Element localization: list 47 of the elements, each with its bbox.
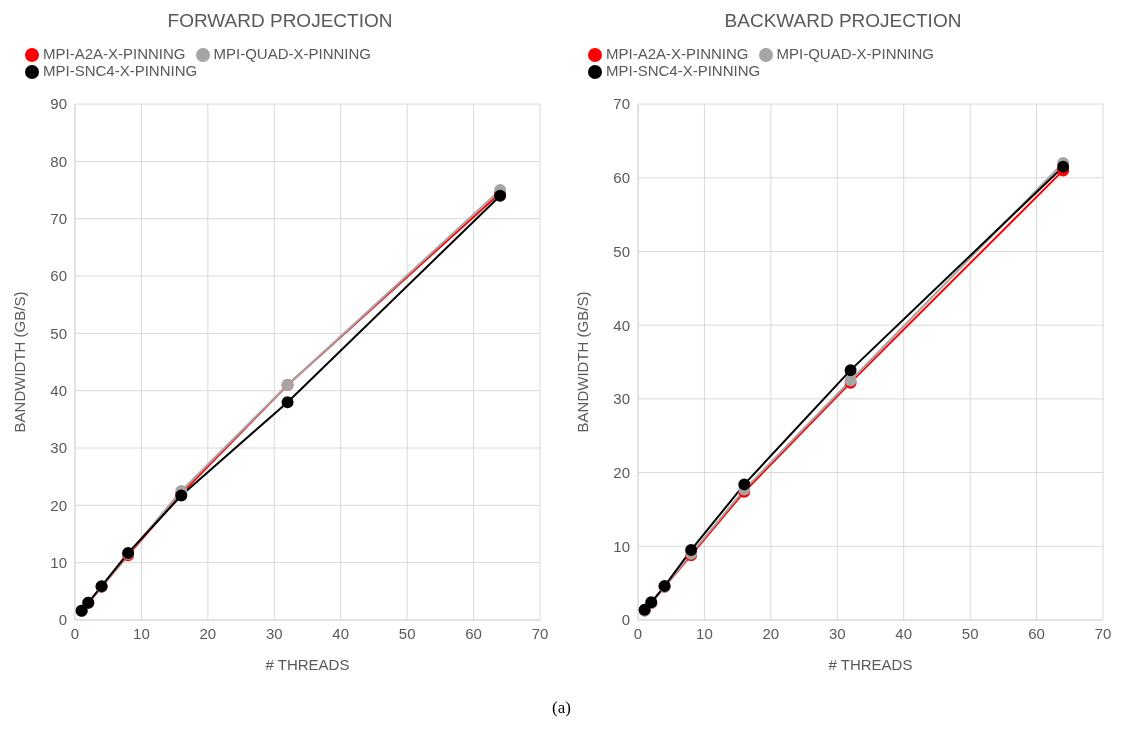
y-tick-label: 50	[50, 324, 67, 342]
y-tick-label: 30	[50, 439, 67, 457]
x-tick-label: 0	[70, 624, 80, 642]
y-tick-label: 20	[50, 496, 67, 514]
y-tick-label: 70	[50, 210, 67, 228]
x-tick-label: 60	[465, 624, 482, 642]
y-tick-label: 10	[50, 554, 67, 571]
y-axis-title: BANDWIDTH (GB/S)	[574, 291, 592, 433]
x-tick-label: 70	[531, 624, 549, 642]
x-tick-label: 50	[961, 624, 979, 642]
y-tick-label: 60	[50, 267, 67, 285]
y-tick-label: 0	[621, 611, 630, 629]
legend-label: MPI-A2A-X-PINNING	[606, 45, 749, 62]
y-tick-label: 90	[50, 95, 67, 113]
y-tick-label: 10	[613, 537, 630, 555]
x-tick-label: 30	[828, 624, 846, 642]
legend-label: MPI-SNC4-X-PINNING	[606, 62, 761, 80]
y-tick-label: 60	[613, 169, 630, 187]
x-tick-label: 10	[696, 624, 713, 642]
x-tick-label: 40	[332, 624, 350, 642]
y-tick-label: 50	[613, 242, 630, 260]
x-tick-label: 10	[133, 624, 150, 642]
y-tick-label: 0	[58, 611, 67, 629]
y-tick-label: 30	[613, 390, 630, 408]
legend-label: MPI-SNC4-X-PINNING	[43, 62, 198, 80]
x-tick-label: 20	[199, 624, 217, 642]
x-tick-label: 30	[265, 624, 283, 642]
y-tick-label: 40	[50, 382, 67, 400]
y-tick-label: 40	[613, 316, 630, 334]
x-axis-title: # THREADS	[265, 656, 350, 673]
x-tick-label: 20	[762, 624, 780, 642]
legend-label: MPI-A2A-X-PINNING	[43, 45, 186, 62]
legend-label: MPI-QUAD-X-PINNING	[213, 45, 372, 62]
y-tick-label: 20	[613, 463, 630, 481]
y-tick-label: 70	[613, 95, 630, 113]
y-axis-title: BANDWIDTH (GB/S)	[11, 291, 29, 433]
x-tick-label: 50	[398, 624, 416, 642]
x-tick-label: 40	[895, 624, 913, 642]
text: (a)	[552, 698, 571, 717]
x-tick-label: 70	[1094, 624, 1112, 642]
chart-title: BACKWARD PROJECTION	[723, 9, 963, 33]
y-tick-label: 80	[50, 152, 67, 170]
x-tick-label: 60	[1028, 624, 1045, 642]
x-axis-title: # THREADS	[828, 656, 913, 673]
x-tick-label: 0	[633, 624, 643, 642]
legend-label: MPI-QUAD-X-PINNING	[776, 45, 935, 62]
chart-title: FORWARD PROJECTION	[166, 9, 394, 33]
